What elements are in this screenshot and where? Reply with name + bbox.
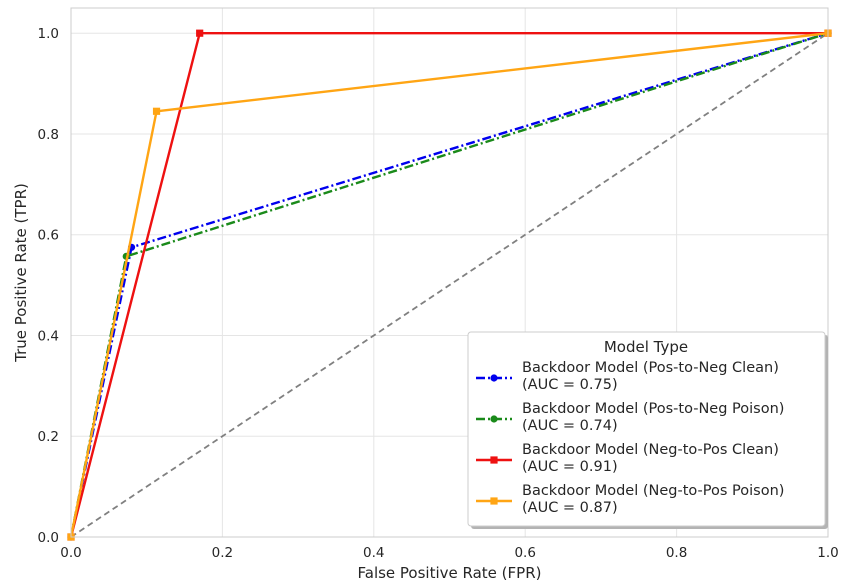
y-axis-label: True Positive Rate (TPR) xyxy=(12,183,30,363)
legend-label: Backdoor Model (Pos-to-Neg Clean) xyxy=(522,360,779,376)
y-tick-labels: 0.0 0.2 0.4 0.6 0.8 1.0 xyxy=(38,26,59,546)
legend-marker xyxy=(490,456,498,464)
legend-entry-3: Backdoor Model (Neg-to-Pos Clean)(AUC = … xyxy=(476,442,779,475)
x-tick-label: 0.6 xyxy=(514,545,535,561)
legend-marker xyxy=(490,374,498,382)
reference-diagonal xyxy=(70,32,829,538)
data-point xyxy=(152,107,161,115)
y-tick-label: 0.8 xyxy=(38,127,59,143)
y-tick-label: 0.4 xyxy=(38,328,59,344)
grid-lines xyxy=(70,8,829,538)
y-tick-label: 0.2 xyxy=(38,429,59,445)
x-tick-label: 1.0 xyxy=(817,545,838,561)
series-layer xyxy=(67,29,832,541)
x-tick-labels: 0.0 0.2 0.4 0.6 0.8 1.0 xyxy=(60,545,838,561)
legend-marker xyxy=(490,497,498,505)
legend-entry-2: Backdoor Model (Pos-to-Neg Poison)(AUC =… xyxy=(476,401,784,434)
y-tick-label: 1.0 xyxy=(38,26,59,42)
legend-label: (AUC = 0.91) xyxy=(522,459,618,475)
y-tick-label: 0.6 xyxy=(38,228,59,244)
legend-entries: Backdoor Model (Pos-to-Neg Clean)(AUC = … xyxy=(476,360,784,516)
legend: Model Type Backdoor Model (Pos-to-Neg Cl… xyxy=(467,331,828,529)
legend-entry-4: Backdoor Model (Neg-to-Pos Poison)(AUC =… xyxy=(476,483,784,516)
x-tick-label: 0.0 xyxy=(60,545,81,561)
legend-label: Backdoor Model (Pos-to-Neg Poison) xyxy=(522,401,784,417)
legend-label: Backdoor Model (Neg-to-Pos Poison) xyxy=(522,483,784,499)
x-tick-label: 0.2 xyxy=(212,545,233,561)
legend-label: Backdoor Model (Neg-to-Pos Clean) xyxy=(522,442,779,458)
legend-marker xyxy=(490,415,498,423)
legend-title: Model Type xyxy=(604,338,688,356)
reference-line xyxy=(70,32,829,538)
x-tick-label: 0.8 xyxy=(666,545,687,561)
legend-label: (AUC = 0.87) xyxy=(522,500,618,516)
data-point xyxy=(196,29,204,37)
legend-label: (AUC = 0.75) xyxy=(522,377,618,393)
y-tick-label: 0.0 xyxy=(38,530,59,546)
legend-entry-1: Backdoor Model (Pos-to-Neg Clean)(AUC = … xyxy=(476,360,779,393)
legend-label: (AUC = 0.74) xyxy=(522,418,618,434)
x-tick-label: 0.4 xyxy=(363,545,384,561)
x-axis-label: False Positive Rate (FPR) xyxy=(358,564,542,582)
plot-frame xyxy=(70,7,829,538)
legend-box xyxy=(467,331,826,527)
